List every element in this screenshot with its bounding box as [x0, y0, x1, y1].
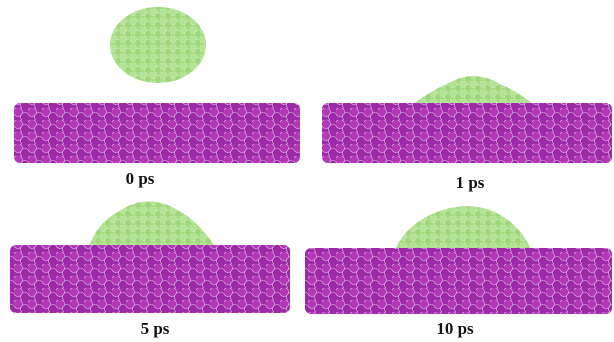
cluster	[394, 206, 532, 252]
cluster	[410, 76, 535, 107]
figure: 0 ps 1 ps 5 ps 10 ps	[0, 0, 614, 342]
substrate	[10, 245, 290, 313]
cluster	[88, 201, 216, 248]
panel-label: 1 ps	[456, 173, 485, 192]
substrate	[305, 248, 612, 314]
panel-label: 5 ps	[141, 319, 170, 338]
substrate	[322, 103, 612, 163]
panel: 5 ps	[10, 201, 290, 338]
panel: 1 ps	[322, 76, 612, 192]
panel: 10 ps	[305, 206, 612, 338]
cluster	[110, 7, 206, 83]
substrate	[14, 103, 300, 163]
panel-label: 0 ps	[126, 169, 155, 188]
panel: 0 ps	[14, 7, 300, 188]
panel-label: 10 ps	[436, 319, 474, 338]
